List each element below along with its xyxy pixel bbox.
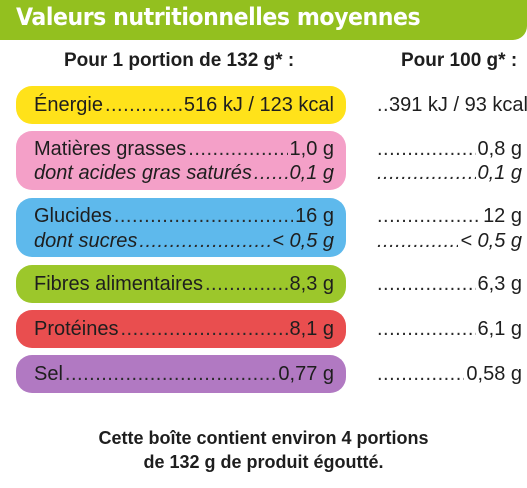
row-fibres: Fibres alimentaires 8,3 g: [34, 272, 334, 296]
dot-leader: [254, 161, 288, 185]
row-glucides-100g: 12 g: [375, 204, 522, 228]
portion-value: 516 kJ / 123 kcal: [183, 94, 334, 116]
nutrient-label: dont acides gras saturés: [34, 162, 252, 184]
title-banner: Valeurs nutritionnelles moyennes: [0, 0, 527, 40]
dot-leader: [205, 272, 288, 296]
row-sel: Sel 0,77 g: [34, 362, 334, 386]
row-proteines-100g: 6,1 g: [375, 317, 522, 341]
dot-leader: [65, 362, 276, 386]
row-energie-100g: 391 kJ / 93 kcal: [375, 93, 527, 117]
dot-leader: [139, 229, 270, 253]
fibres-band: [16, 265, 346, 303]
portion-value: < 0,5 g: [272, 230, 334, 252]
row-proteines: Protéines 8,1 g: [34, 317, 334, 341]
matieres-grasses-band: [16, 131, 346, 190]
nutrient-label: Glucides: [34, 205, 112, 227]
portion-value: 8,1 g: [289, 318, 334, 340]
row-glucides: Glucides 16 g: [34, 204, 334, 228]
per100-value: 391 kJ / 93 kcal: [389, 94, 527, 116]
per100-value: 0,1 g: [477, 162, 522, 184]
dot-leader: [377, 362, 464, 386]
dot-leader: [114, 204, 293, 228]
row-energie: Énergie 516 kJ / 123 kcal: [34, 93, 334, 117]
footer-line-1: Cette boîte contient environ 4 portions: [98, 428, 429, 448]
footer-line-2: de 132 g de produit égoutté.: [143, 452, 384, 472]
dot-leader: [121, 317, 288, 341]
row-acides-gras-satures-100g: 0,1 g: [375, 161, 522, 185]
title: Valeurs nutritionnelles moyennes: [16, 3, 421, 31]
portion-value: 0,77 g: [278, 363, 334, 385]
dot-leader: [105, 93, 182, 117]
portion-value: 0,1 g: [289, 162, 334, 184]
per100-value: < 0,5 g: [460, 230, 522, 252]
portion-value: 8,3 g: [289, 273, 334, 295]
nutrient-label: Fibres alimentaires: [34, 273, 203, 295]
per100-value: 12 g: [483, 205, 522, 227]
dot-leader: [377, 161, 476, 185]
dot-leader: [377, 229, 458, 253]
dot-leader: [377, 317, 476, 341]
nutrient-label: Énergie: [34, 94, 103, 116]
row-matieres-grasses-100g: 0,8 g: [375, 137, 522, 161]
row-sucres-100g: < 0,5 g: [375, 229, 522, 253]
row-acides-gras-satures: dont acides gras saturés 0,1 g: [34, 161, 334, 185]
dot-leader: [188, 137, 287, 161]
dot-leader: [377, 204, 481, 228]
dot-leader: [377, 272, 476, 296]
nutrient-label: Matières grasses: [34, 138, 187, 160]
column-header-100g: Pour 100 g* :: [401, 50, 518, 71]
nutrient-label: dont sucres: [34, 230, 138, 252]
row-matieres-grasses: Matières grasses 1,0 g: [34, 137, 334, 161]
column-header-portion: Pour 1 portion de 132 g* :: [64, 50, 295, 71]
per100-value: 0,58 g: [466, 363, 522, 385]
portion-value: 1,0 g: [289, 138, 334, 160]
row-sel-100g: 0,58 g: [375, 362, 522, 386]
portion-value: 16 g: [295, 205, 334, 227]
per100-value: 6,3 g: [477, 273, 522, 295]
dot-leader: [377, 137, 476, 161]
nutrient-label: Sel: [34, 363, 63, 385]
row-fibres-100g: 6,3 g: [375, 272, 522, 296]
per100-value: 0,8 g: [477, 138, 522, 160]
dot-leader: [377, 93, 387, 117]
row-sucres: dont sucres < 0,5 g: [34, 229, 334, 253]
nutrient-label: Protéines: [34, 318, 119, 340]
per100-value: 6,1 g: [477, 318, 522, 340]
